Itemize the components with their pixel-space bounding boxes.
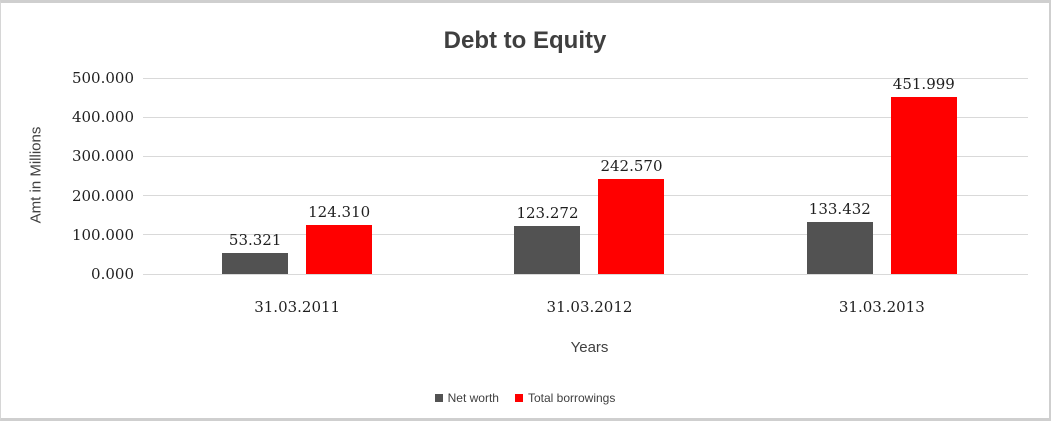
bar-value-label: 53.321 — [228, 231, 282, 250]
legend: Net worth Total borrowings — [1, 391, 1049, 405]
bar-value-label: 242.570 — [600, 156, 663, 175]
legend-swatch-icon — [514, 394, 523, 402]
y-tick-label: 300.000 — [71, 147, 134, 166]
x-axis-tick-labels: 31.03.2011 31.03.2012 31.03.2013 — [151, 298, 1028, 318]
bar-group: 133.432 451.999 — [736, 75, 1028, 274]
x-tick-label: 31.03.2013 — [838, 298, 925, 316]
bar-net-worth: 123.272 — [514, 204, 581, 274]
gridline — [143, 77, 1028, 79]
gridline — [143, 195, 1028, 197]
bar-total-borrowings: 451.999 — [890, 75, 957, 274]
x-axis-line — [143, 273, 1028, 275]
y-tick-label: 0.000 — [91, 265, 134, 283]
plot-area: 53.321 124.310 123.272 242.570 133.432 451.99… — [143, 75, 1028, 275]
y-tick-label: 400.000 — [71, 108, 134, 127]
legend-label: Total borrowings — [527, 391, 616, 405]
y-tick-label: 500.000 — [71, 69, 134, 87]
legend-label: Net worth — [447, 391, 499, 405]
y-tick-label: 100.000 — [71, 225, 134, 244]
legend-swatch-icon — [434, 394, 443, 402]
gridline — [143, 116, 1028, 118]
bar-group: 123.272 242.570 — [443, 78, 735, 274]
y-tick-label: 200.000 — [71, 186, 134, 205]
bar-value-label: 133.432 — [808, 199, 871, 218]
bar-value-label: 123.272 — [516, 203, 579, 222]
legend-item-total-borrowings: Total borrowings — [514, 391, 616, 405]
x-tick-label: 31.03.2012 — [546, 298, 633, 316]
x-tick-label: 31.03.2011 — [254, 298, 341, 316]
bar-net-worth: 53.321 — [222, 231, 289, 274]
bar-net-worth: 133.432 — [806, 200, 873, 274]
x-axis-title: Years — [570, 339, 609, 356]
bar-group: 53.321 124.310 — [151, 78, 443, 274]
legend-item-net-worth: Net worth — [434, 391, 499, 405]
bar-value-label: 451.999 — [892, 74, 955, 93]
gridline — [143, 234, 1028, 236]
bar-total-borrowings: 124.310 — [306, 203, 373, 274]
bar-value-label: 124.310 — [308, 203, 371, 222]
y-axis-tick-labels: 0.000 100.000 200.000 300.000 400.000 500.000 — [41, 69, 134, 283]
gridline — [143, 155, 1028, 157]
bar-total-borrowings: 242.570 — [598, 157, 665, 274]
chart-title: Debt to Equity — [443, 27, 607, 54]
